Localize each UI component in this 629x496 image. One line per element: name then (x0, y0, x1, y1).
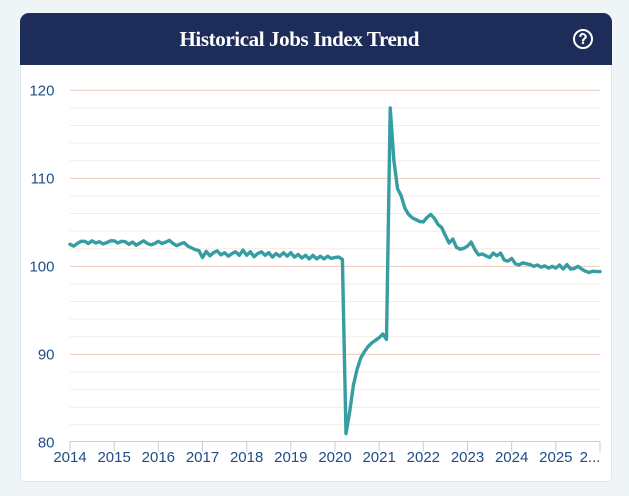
svg-text:80: 80 (38, 435, 55, 452)
svg-text:2020: 2020 (318, 449, 351, 466)
svg-text:120: 120 (29, 83, 54, 100)
svg-text:2015: 2015 (97, 449, 130, 466)
svg-text:2022: 2022 (407, 449, 440, 466)
svg-text:2018: 2018 (230, 449, 263, 466)
svg-text:2014: 2014 (53, 449, 86, 466)
svg-text:110: 110 (31, 171, 55, 188)
svg-text:100: 100 (29, 259, 54, 276)
svg-text:2025: 2025 (539, 449, 572, 466)
svg-text:2...: 2... (580, 449, 601, 466)
svg-text:2016: 2016 (142, 449, 175, 466)
svg-text:2019: 2019 (274, 449, 307, 466)
svg-text:90: 90 (38, 347, 55, 364)
svg-text:2021: 2021 (362, 449, 395, 466)
svg-text:2024: 2024 (495, 449, 528, 466)
svg-text:2017: 2017 (186, 449, 219, 466)
svg-text:2023: 2023 (451, 449, 484, 466)
